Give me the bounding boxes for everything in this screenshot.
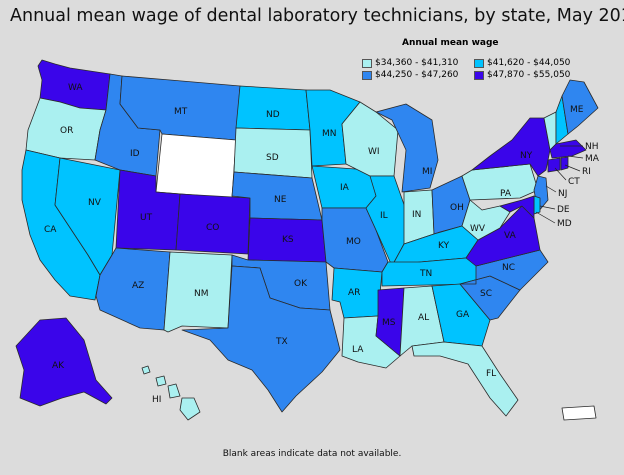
label-ms: MS xyxy=(382,318,396,328)
label-sd: SD xyxy=(266,153,279,163)
state-md xyxy=(499,195,535,219)
label-ne: NE xyxy=(274,195,287,205)
label-ny: NY xyxy=(520,151,533,161)
state-ct xyxy=(547,157,561,173)
label-tn: TN xyxy=(419,269,432,279)
label-ca: CA xyxy=(44,225,57,235)
label-nh: NH xyxy=(585,142,599,152)
legend-swatch-1 xyxy=(362,58,372,68)
label-in: IN xyxy=(412,210,421,220)
label-mi: MI xyxy=(422,167,432,177)
label-me: ME xyxy=(570,105,584,115)
label-wv: WV xyxy=(470,224,486,234)
legend-item-1: $34,360 - $41,310 xyxy=(362,58,458,68)
label-ri: RI xyxy=(582,167,591,177)
label-nj: NJ xyxy=(558,189,567,199)
state-hi-group xyxy=(141,365,201,421)
label-nv: NV xyxy=(88,198,102,208)
legend-swatch-3 xyxy=(362,70,372,80)
label-ks: KS xyxy=(282,235,294,245)
label-nm: NM xyxy=(194,289,209,299)
label-sc: SC xyxy=(480,289,492,299)
label-al: AL xyxy=(418,313,429,323)
state-fl xyxy=(411,341,519,417)
legend-swatch-4 xyxy=(474,70,484,80)
label-il: IL xyxy=(380,211,388,221)
legend-title: Annual mean wage xyxy=(402,38,499,48)
state-wi xyxy=(341,101,399,177)
label-de: DE xyxy=(557,205,570,215)
legend-item-3: $44,250 - $47,260 xyxy=(362,70,458,80)
label-ar: AR xyxy=(348,288,360,298)
state-hi xyxy=(179,397,201,421)
label-nd: ND xyxy=(266,110,280,120)
state-ak xyxy=(15,317,113,407)
label-nc: NC xyxy=(502,263,515,273)
legend-label-4: $47,870 - $55,050 xyxy=(487,70,571,80)
label-mt: MT xyxy=(174,107,188,117)
label-va: VA xyxy=(504,231,517,241)
state-nc xyxy=(459,249,549,291)
label-pa: PA xyxy=(500,189,512,199)
label-ky: KY xyxy=(438,241,450,251)
label-md: MD xyxy=(557,219,572,229)
territory-pr xyxy=(561,405,597,421)
state-ri xyxy=(560,156,569,171)
label-ia: IA xyxy=(340,183,350,193)
state-nd xyxy=(235,85,311,131)
label-wa: WA xyxy=(68,83,83,93)
label-ok: OK xyxy=(294,279,308,289)
label-az: AZ xyxy=(132,281,144,291)
legend-label-1: $34,360 - $41,310 xyxy=(375,58,459,68)
state-ma xyxy=(549,139,587,159)
state-hi xyxy=(155,375,167,387)
label-oh: OH xyxy=(450,203,464,213)
label-co: CO xyxy=(206,223,219,233)
leader-lines xyxy=(535,145,584,224)
legend-swatch-2 xyxy=(474,58,484,68)
map-title: Annual mean wage of dental laboratory te… xyxy=(10,6,624,26)
label-fl: FL xyxy=(486,369,496,379)
label-tx: TX xyxy=(275,337,288,347)
legend-item-2: $41,620 - $44,050 xyxy=(474,58,570,68)
label-mo: MO xyxy=(346,237,361,247)
state-ga xyxy=(431,283,491,347)
label-wi: WI xyxy=(368,147,380,157)
footnote: Blank areas indicate data not available. xyxy=(222,449,402,459)
legend-item-4: $47,870 - $55,050 xyxy=(474,70,570,80)
label-ak: AK xyxy=(52,361,65,371)
label-ma: MA xyxy=(585,154,600,164)
label-ut: UT xyxy=(140,213,153,223)
state-labels: WA OR CA NV ID MT UT AZ CO NM ND SD NE K… xyxy=(44,83,600,405)
state-de xyxy=(533,195,541,215)
state-hi xyxy=(167,383,181,399)
label-ga: GA xyxy=(456,310,470,320)
state-me xyxy=(561,79,599,135)
state-wy xyxy=(155,133,237,199)
label-ct: CT xyxy=(568,177,580,187)
legend-label-3: $44,250 - $47,260 xyxy=(375,70,459,80)
state-ms xyxy=(375,287,405,357)
state-tx xyxy=(181,265,341,413)
label-hi: HI xyxy=(152,395,161,405)
label-id: ID xyxy=(130,149,140,159)
state-hi xyxy=(141,365,151,375)
label-or: OR xyxy=(60,126,73,136)
state-mi xyxy=(375,103,439,193)
label-mn: MN xyxy=(322,129,337,139)
legend-label-2: $41,620 - $44,050 xyxy=(487,58,571,68)
label-la: LA xyxy=(352,345,364,355)
